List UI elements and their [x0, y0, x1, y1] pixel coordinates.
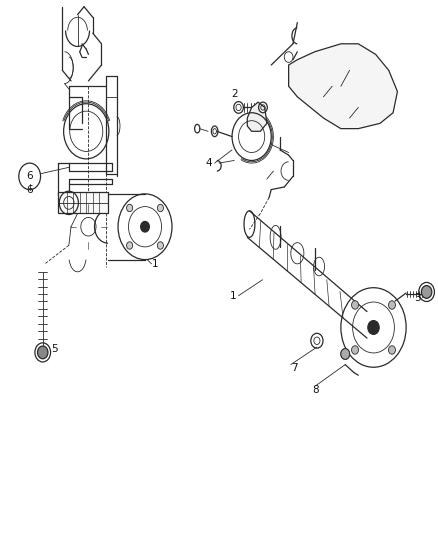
Text: 7: 7	[291, 364, 297, 373]
Circle shape	[127, 204, 133, 212]
Circle shape	[389, 346, 396, 354]
Text: 5: 5	[51, 344, 58, 354]
Circle shape	[157, 242, 163, 249]
Text: 6: 6	[26, 172, 33, 181]
Circle shape	[127, 242, 133, 249]
Text: 6: 6	[26, 184, 33, 195]
Circle shape	[368, 320, 379, 334]
Text: 4: 4	[206, 158, 212, 168]
Circle shape	[38, 346, 48, 359]
Circle shape	[157, 204, 163, 212]
Circle shape	[141, 221, 149, 232]
Circle shape	[389, 301, 396, 309]
Text: 1: 1	[152, 259, 158, 269]
Circle shape	[421, 286, 432, 298]
Polygon shape	[58, 192, 108, 214]
Circle shape	[341, 349, 350, 359]
Polygon shape	[247, 102, 267, 131]
Text: 3: 3	[414, 293, 420, 303]
Text: 8: 8	[313, 384, 319, 394]
Text: 1: 1	[230, 290, 237, 301]
Text: 2: 2	[231, 89, 237, 99]
Polygon shape	[289, 44, 397, 128]
Circle shape	[352, 346, 359, 354]
Circle shape	[352, 301, 359, 309]
